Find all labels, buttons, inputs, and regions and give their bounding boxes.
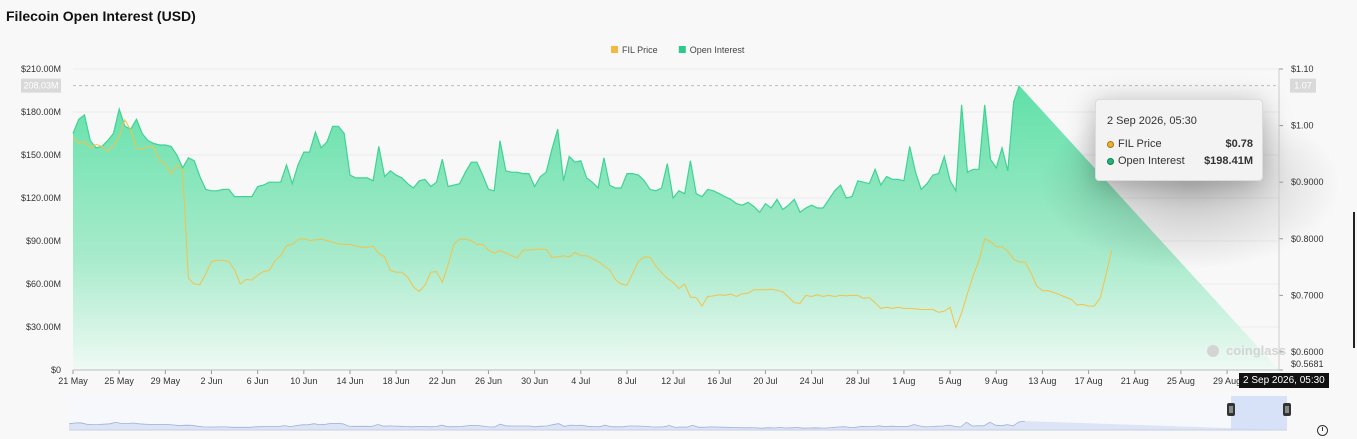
crosshair-layer: 208.03M 1.07 [21,78,1316,93]
x-tick-label: 5 Aug [939,376,962,386]
x-tick-label: 8 Jul [617,376,636,386]
axes: $0 $30.00M $60.00M $90.00M $120.00M $150.00M $… [21,64,1324,386]
coinglass-logo-icon [1207,345,1219,357]
tooltip-row-fil-price: FIL Price $0.78 [1107,138,1253,150]
tooltip-value: $198.41M [1204,155,1253,167]
y-left-tick-label: $0 [51,365,61,375]
y-left-tick-label: $150.00M [21,150,61,160]
legend-swatch [611,46,618,53]
tooltip-date: 2 Sep 2026, 05:30 [1107,115,1197,127]
legend[interactable]: FIL Price Open Interest [611,45,745,55]
x-tick-label: 18 Jun [383,376,410,386]
x-tick-label: 28 Jul [846,376,870,386]
x-tick-label: 4 Jul [571,376,590,386]
legend-label: FIL Price [622,45,658,55]
crosshair-left-badge [21,78,61,93]
crosshair-left-value: 208.03M [23,81,58,91]
crosshair-date-badge: 2 Sep 2026, 05:30 [1239,373,1329,388]
x-tick-label: 13 Aug [1028,376,1056,386]
scrollbar[interactable] [1353,212,1355,348]
y-right-tick-label: $0.9000 [1291,177,1324,187]
tooltip-value: $0.78 [1225,138,1253,150]
x-tick-label: 21 Aug [1121,376,1149,386]
x-tick-label: 30 Jun [521,376,548,386]
y-right-tick-label: $0.8000 [1291,234,1324,244]
x-tick-label: 25 Aug [1167,376,1195,386]
fil-price-dot-icon [1107,140,1114,148]
page-title: Filecoin Open Interest (USD) [6,8,196,24]
x-tick-label: 17 Aug [1075,376,1103,386]
open-interest-line [72,85,1020,214]
x-tick-label: 29 Aug [1213,376,1241,386]
fil-price-line-layer [72,118,1113,330]
x-tick-label: 1 Aug [892,376,915,386]
y-right-tick-label: $0.5681 [1291,359,1324,369]
x-tick-label: 24 Jul [800,376,824,386]
y-left-tick-label: $120.00M [21,193,61,203]
clock-icon[interactable] [1317,425,1328,436]
y-right-tick-label: $0.7000 [1291,290,1324,300]
x-tick-label: 9 Aug [985,376,1008,386]
crosshair-right-value: 1.07 [1294,81,1312,91]
x-tick-label: 20 Jul [753,376,777,386]
navigator-selection [1231,396,1287,430]
legend-item[interactable]: FIL Price [611,45,658,55]
y-left-tick-label: $30.00M [26,322,61,332]
watermark: coinglass [1226,343,1286,358]
x-tick-label: 26 Jun [475,376,502,386]
y-right-tick-label: $0.6000 [1291,347,1324,357]
navigator-right-handle[interactable] [1283,403,1291,416]
open-interest-area [73,85,1279,370]
legend-item[interactable]: Open Interest [678,45,745,55]
tooltip-label: Open Interest [1118,155,1185,167]
x-tick-label: 12 Jul [661,376,685,386]
navigator-line [68,420,1025,429]
x-tick-label: 21 May [58,376,88,386]
y-left-tick-label: $210.00M [21,64,61,74]
x-tick-label: 25 May [104,376,134,386]
fil-price-line [72,118,1113,330]
open-interest-dot-icon [1107,157,1114,165]
y-left-tick-label: $180.00M [21,107,61,117]
tooltip-row-open-interest: Open Interest $198.41M [1107,155,1253,167]
x-tick-label: 29 May [151,376,181,386]
x-tick-label: 14 Jun [336,376,363,386]
x-tick-label: 6 Jun [247,376,269,386]
x-tick-label: 2 Jun [200,376,222,386]
x-tick-label: 16 Jul [707,376,731,386]
crosshair-right-badge [1290,78,1316,93]
x-tick-label: 10 Jun [290,376,317,386]
y-right-tick-label: $1.00 [1291,121,1314,131]
legend-label: Open Interest [690,45,745,55]
y-left-tick-label: $60.00M [26,279,61,289]
y-right-tick-label: $1.10 [1291,64,1314,74]
y-left-tick-label: $90.00M [26,236,61,246]
tooltip: 2 Sep 2026, 05:30 FIL Price $0.78 Open I… [1095,99,1263,181]
legend-swatch [678,46,686,53]
navigator-left-handle[interactable] [1227,403,1235,416]
range-navigator[interactable] [68,396,1291,431]
navigator-area [69,421,1287,430]
tooltip-label: FIL Price [1118,138,1162,150]
x-tick-label: 22 Jun [429,376,456,386]
